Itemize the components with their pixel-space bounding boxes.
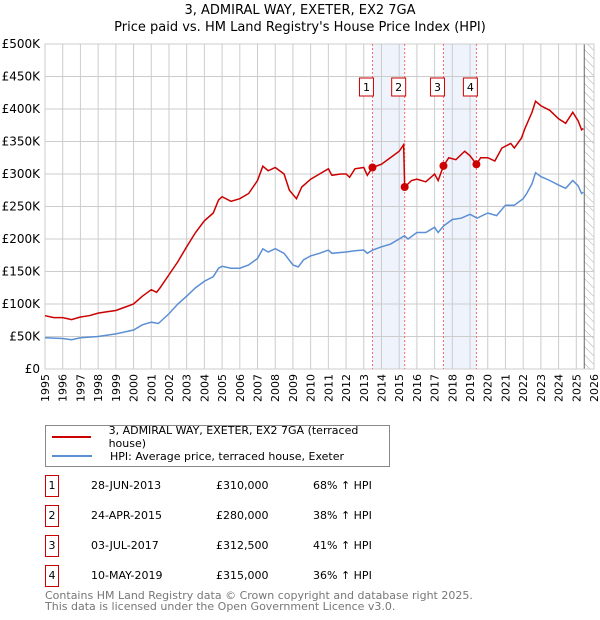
x-tick-label: 2001 [145, 374, 158, 402]
x-tick-label: 2017 [429, 374, 442, 402]
plot-border [44, 43, 595, 370]
transaction-label-box [391, 77, 407, 97]
x-tick-label: 2026 [588, 374, 600, 402]
x-tick-label: 2018 [446, 374, 459, 402]
transaction-price: £315,000 [216, 569, 269, 582]
y-tick-label: £350K [2, 135, 42, 149]
transaction-date: 10-MAY-2019 [91, 569, 163, 582]
x-tick-label: 2014 [375, 374, 388, 402]
x-tick-label: 2012 [340, 374, 353, 402]
transaction-label-box [358, 77, 374, 97]
legend-item-property: 3, ADMIRAL WAY, EXETER, EX2 7GA (terrace… [52, 424, 389, 450]
transaction-badge: 1 [45, 475, 59, 497]
transaction-label: 2 [395, 81, 402, 94]
x-tick-label: 1995 [39, 374, 52, 402]
transaction-badge: 4 [45, 565, 59, 587]
x-tick-label: 2013 [358, 374, 371, 402]
series-line [44, 171, 584, 341]
transaction-date: 24-APR-2015 [91, 509, 163, 522]
x-tick-label: 1997 [74, 374, 87, 402]
y-tick-label: £150K [2, 265, 42, 279]
x-tick-label: 2023 [535, 374, 548, 402]
footer-line: This data is licensed under the Open Gov… [45, 600, 396, 613]
transaction-label: 3 [434, 81, 441, 94]
transaction-label: 4 [467, 81, 474, 94]
transaction-price: £280,000 [216, 509, 269, 522]
transaction-label: 1 [363, 81, 370, 94]
x-tick-label: 2006 [234, 374, 247, 402]
transaction-point [472, 160, 481, 169]
y-tick-label: £0 [25, 362, 40, 376]
price-chart: 1995 1996 1997 1998 1999 2000 2001 2002 2003 2004… [2, 37, 600, 402]
y-tick-label: £500K [2, 37, 42, 51]
y-tick-label: £300K [2, 167, 42, 181]
transaction-point [400, 183, 409, 191]
x-tick-label: 2007 [252, 374, 265, 402]
chart-subtitle: Price paid vs. HM Land Registry's House … [114, 20, 486, 35]
x-tick-label: 2024 [553, 374, 566, 402]
transaction-hpi: 68% ↑ HPI [313, 479, 372, 492]
x-tick-label: 1998 [92, 374, 105, 402]
transaction-badge: 3 [45, 535, 59, 557]
transaction-point [368, 163, 377, 172]
legend-label: HPI: Average price, terraced house, Exet… [110, 449, 345, 463]
x-tick-label: 2015 [393, 374, 406, 402]
transaction-point [439, 161, 448, 170]
y-tick-label: £400K [2, 102, 42, 116]
x-tick-label: 2005 [216, 374, 229, 402]
x-tick-label: 2003 [181, 374, 194, 402]
transaction-hpi: 36% ↑ HPI [313, 569, 372, 582]
transaction-badge: 2 [45, 505, 59, 527]
footer: Contains HM Land Registry data © Crown c… [45, 590, 473, 612]
x-tick-label: 2022 [517, 374, 530, 402]
transaction-hpi: 41% ↑ HPI [313, 539, 372, 552]
transaction-price: £312,500 [216, 539, 269, 552]
x-tick-label: 2008 [269, 374, 282, 402]
transaction-label-box [462, 77, 478, 97]
legend-item-hpi: HPI: Average price, terraced house, Exet… [52, 447, 344, 465]
legend-swatch-hpi [52, 455, 92, 457]
transaction-hpi: 38% ↑ HPI [313, 509, 372, 522]
transaction-label-box [429, 77, 445, 97]
transaction-date: 03-JUL-2017 [91, 539, 159, 552]
y-tick-label: £50K [9, 330, 41, 344]
y-tick-label: £200K [2, 232, 42, 246]
chart-title: 3, ADMIRAL WAY, EXETER, EX2 7GA [184, 3, 416, 18]
y-tick-label: £450K [2, 70, 42, 84]
legend-swatch-property [52, 436, 91, 438]
x-tick-label: 2000 [128, 374, 141, 402]
transaction-date: 28-JUN-2013 [91, 479, 162, 492]
x-tick-label: 2025 [570, 374, 583, 402]
x-tick-label: 1999 [110, 374, 123, 402]
legend: 3, ADMIRAL WAY, EXETER, EX2 7GA (terrace… [45, 424, 390, 467]
x-tick-label: 2010 [305, 374, 318, 402]
footer-line: Contains HM Land Registry data © Crown c… [45, 589, 473, 602]
x-tick-label: 2009 [287, 374, 300, 402]
x-tick-label: 2016 [411, 374, 424, 402]
y-tick-label: £100K [2, 297, 42, 311]
x-tick-label: 2004 [198, 374, 211, 402]
x-tick-label: 2011 [322, 374, 335, 402]
x-tick-label: 1996 [57, 374, 70, 402]
x-tick-label: 2019 [464, 374, 477, 402]
series-line [44, 99, 584, 321]
transaction-price: £310,000 [216, 479, 269, 492]
x-tick-label: 2021 [499, 374, 512, 402]
x-tick-label: 2002 [163, 374, 176, 402]
legend-label: 3, ADMIRAL WAY, EXETER, EX2 7GA (terrace… [108, 424, 359, 450]
y-tick-label: £250K [2, 200, 42, 214]
x-tick-label: 2020 [482, 374, 495, 402]
